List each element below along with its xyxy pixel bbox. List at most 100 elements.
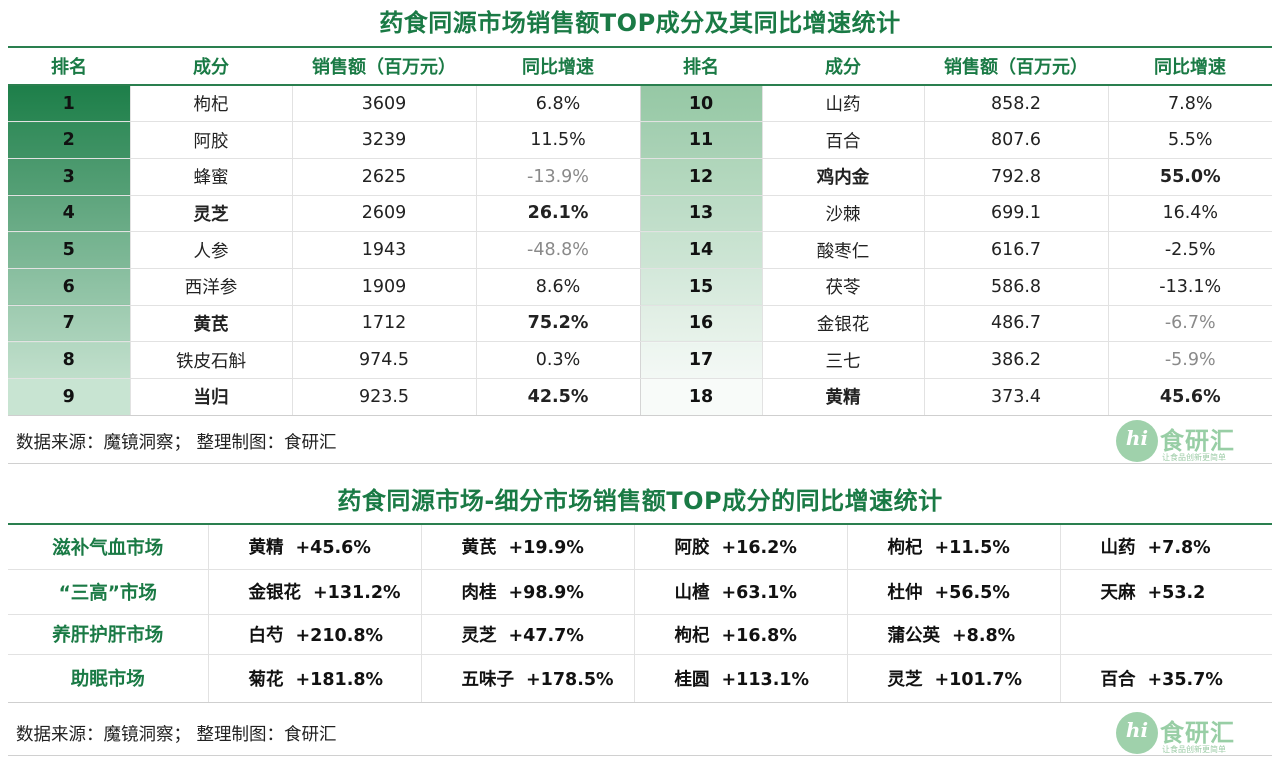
cell-rank: 13 [639, 195, 762, 233]
segment-item-name: 枸杞 [674, 625, 710, 646]
cell-sales: 386.2 [923, 341, 1108, 379]
cell-rank: 12 [639, 158, 762, 196]
logo-slogan: 让食品创新更简单 [1162, 453, 1226, 462]
segment-item-name: 灵芝 [461, 625, 497, 646]
cell-growth: 8.6% [475, 268, 640, 306]
cell-sales: 486.7 [923, 305, 1108, 343]
cell-rank: 7 [8, 305, 130, 343]
cell-growth: 6.8% [475, 85, 640, 123]
source-text: 数据来源：魔镜洞察； 整理制图：食研汇 [16, 725, 337, 745]
cell-growth: -13.9% [475, 158, 640, 196]
cell-sales: 923.5 [291, 378, 476, 416]
cell-growth: 0.3% [475, 341, 640, 379]
segment-item-name: 桂圆 [674, 669, 710, 690]
cell-name: 当归 [129, 378, 292, 416]
segment-item-growth: +53.2 [1147, 583, 1206, 603]
segment-item-growth: +98.9% [508, 583, 584, 603]
segment-item [1059, 614, 1272, 655]
table-row: 9 当归 923.5 42.5% 18 黄精 373.4 45.6% [8, 378, 1272, 416]
cell-sales: 792.8 [923, 158, 1108, 196]
cell-growth: 55.0% [1107, 158, 1272, 196]
cell-name: 西洋参 [129, 268, 292, 306]
segment-item: 白芍 +210.8% [207, 614, 421, 655]
segment-category: “三高”市场 [8, 569, 208, 615]
segment-item: 金银花 +131.2% [207, 569, 421, 615]
cell-growth: -6.7% [1107, 305, 1272, 343]
cell-name: 蜂蜜 [129, 158, 292, 196]
header-ingredient: 成分 [130, 46, 292, 86]
segment-row: 养肝护肝市场 白芍 +210.8% 灵芝 +47.7% 枸杞 +16.8% 蒲公英 +8.8% [8, 614, 1272, 655]
cell-name: 人参 [129, 231, 292, 269]
segment-item-growth: +181.8% [295, 669, 384, 690]
segment-category: 助眠市场 [8, 654, 208, 703]
cell-sales: 2609 [291, 195, 476, 233]
cell-rank: 6 [8, 268, 130, 306]
segment-item: 菊花 +181.8% [207, 654, 421, 703]
cell-growth: 11.5% [475, 121, 640, 159]
cell-sales: 807.6 [923, 121, 1108, 159]
source-row-bottom [8, 706, 1272, 756]
cell-sales: 3239 [291, 121, 476, 159]
cell-name: 茯苓 [761, 268, 924, 306]
segment-item-growth: +7.8% [1147, 538, 1211, 559]
logo-name: 食研汇 [1160, 719, 1235, 747]
cell-rank: 16 [639, 305, 762, 343]
header-sales: 销售额（百万元） [292, 46, 476, 86]
cell-growth: -5.9% [1107, 341, 1272, 379]
segment-item: 肉桂 +98.9% [420, 569, 634, 615]
segment-item: 黄芪 +19.9% [420, 524, 634, 570]
segment-item-name: 阿胶 [674, 538, 710, 559]
segment-item-growth: +16.8% [721, 625, 797, 646]
table-row: 6 西洋参 1909 8.6% 15 茯苓 586.8 -13.1% [8, 268, 1272, 306]
table-header-row: 排名 成分 销售额（百万元） 同比增速 排名 成分 销售额（百万元） 同比增速 [8, 46, 1272, 86]
cell-rank: 9 [8, 378, 130, 416]
segment-item-name: 黄精 [248, 538, 284, 559]
header-rank: 排名 [8, 46, 130, 86]
cell-name: 枸杞 [129, 85, 292, 123]
cell-growth: 16.4% [1107, 195, 1272, 233]
segment-item-growth: +8.8% [952, 625, 1016, 646]
segment-item-growth: +178.5% [526, 669, 614, 690]
segment-item: 五味子 +178.5% [420, 654, 634, 703]
segment-item: 天麻 +53.2 [1059, 569, 1272, 615]
segment-item: 山药 +7.8% [1059, 524, 1272, 570]
brand-logo: hi 食研汇 让食品创新更简单 [1116, 710, 1252, 756]
cell-sales: 1712 [291, 305, 476, 343]
cell-name: 山药 [761, 85, 924, 123]
cell-name: 鸡内金 [761, 158, 924, 196]
cell-rank: 17 [639, 341, 762, 379]
segment-category: 养肝护肝市场 [8, 614, 208, 655]
segment-row: 助眠市场 菊花 +181.8% 五味子 +178.5% 桂圆 +113.1% 灵芝 +101.7… [8, 654, 1272, 703]
segment-row: “三高”市场 金银花 +131.2% 肉桂 +98.9% 山楂 +63.1% 杜仲 +56.5%… [8, 569, 1272, 615]
table-row: 8 铁皮石斛 974.5 0.3% 17 三七 386.2 -5.9% [8, 341, 1272, 379]
segment-item-growth: +56.5% [934, 583, 1010, 603]
segment-item-growth: +47.7% [508, 625, 584, 646]
cell-growth: 5.5% [1107, 121, 1272, 159]
segment-item-growth: +101.7% [934, 669, 1023, 690]
segment-item-growth: +113.1% [721, 669, 810, 690]
cell-rank: 8 [8, 341, 130, 379]
segment-item-name: 菊花 [248, 669, 284, 690]
segment-item: 百合 +35.7% [1059, 654, 1272, 703]
cell-sales: 1909 [291, 268, 476, 306]
cell-growth: 75.2% [475, 305, 640, 343]
segment-item-growth: +210.8% [295, 625, 384, 646]
segment-item-name: 灵芝 [887, 669, 923, 690]
segment-item-name: 白芍 [248, 625, 284, 646]
cell-growth: 45.6% [1107, 378, 1272, 416]
cell-sales: 858.2 [923, 85, 1108, 123]
cell-name: 三七 [761, 341, 924, 379]
cell-rank: 10 [639, 85, 762, 123]
cell-rank: 2 [8, 121, 130, 159]
segment-item: 灵芝 +47.7% [420, 614, 634, 655]
cell-growth: 42.5% [475, 378, 640, 416]
segment-item-growth: +11.5% [934, 538, 1010, 559]
cell-name: 铁皮石斛 [129, 341, 292, 379]
page-title-top: 药食同源市场销售额TOP成分及其同比增速统计 [379, 9, 901, 37]
segment-item-name: 山药 [1100, 538, 1136, 559]
cell-growth: -48.8% [475, 231, 640, 269]
segment-item: 灵芝 +101.7% [846, 654, 1060, 703]
segment-item-growth: +131.2% [313, 583, 401, 603]
segment-item: 黄精 +45.6% [207, 524, 421, 570]
cell-growth: -2.5% [1107, 231, 1272, 269]
